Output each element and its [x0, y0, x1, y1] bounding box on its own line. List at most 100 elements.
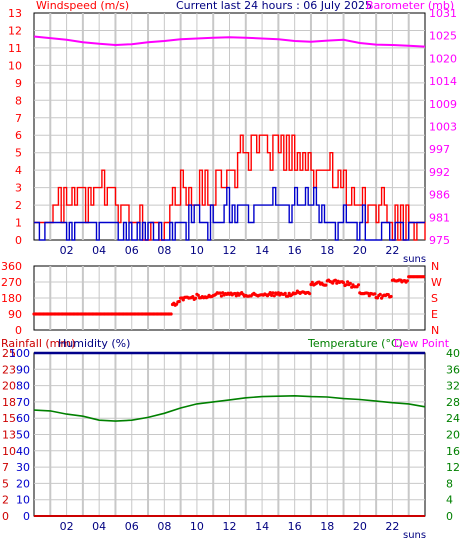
temperature-tick-label: 28: [446, 396, 460, 409]
temperature-series: [33, 351, 426, 517]
direction-point: [191, 295, 195, 299]
barometer-tick-label: 1020: [429, 52, 457, 65]
direction-compass-label: N: [431, 260, 439, 273]
humidity-tick-label: 100: [9, 347, 30, 360]
direction-point: [268, 291, 272, 295]
x-tick-label: 06: [125, 520, 139, 533]
direction-point: [233, 291, 237, 296]
direction-point: [389, 294, 393, 299]
windspeed-tick-label: 0: [15, 234, 22, 247]
chart-period-title: Current last 24 hours : 06 July 2025: [176, 0, 372, 12]
x-tick-label: 12: [223, 244, 237, 257]
direction-degree-label: 360: [1, 260, 22, 273]
windspeed-tick-label: 11: [8, 42, 22, 55]
temperature-tick-label: 24: [446, 412, 460, 425]
x-tick-label: 12: [223, 520, 237, 533]
rainfall-tick-label: 18: [2, 396, 16, 409]
direction-point: [324, 283, 328, 287]
temperature-line: [33, 394, 426, 422]
barometer-tick-label: 1003: [429, 121, 457, 134]
direction-point: [234, 294, 238, 298]
direction-point: [375, 296, 380, 300]
direction-point: [177, 299, 181, 304]
x-tick-label: 20: [353, 244, 367, 257]
direction-degree-label: 270: [1, 276, 22, 289]
x-tick-label: 04: [92, 244, 106, 257]
humidity-tick-label: 20: [16, 477, 30, 490]
humidity-tick-label: 10: [16, 494, 30, 507]
direction-point: [341, 281, 346, 285]
direction-degree-label: 90: [8, 308, 22, 321]
wind-gust-line: [34, 134, 426, 241]
direction-series: [32, 275, 426, 316]
direction-point: [405, 279, 409, 283]
temperature-panel-x-axis: 02 04 06 08 10 12 14 16 18 20 22: [60, 520, 400, 533]
barometer-tick-label: 981: [429, 211, 450, 224]
windspeed-tick-label: 2: [15, 199, 22, 212]
temperature-tick-label: 8: [446, 477, 453, 490]
humidity-tick-label: 30: [16, 461, 30, 474]
direction-degree-axis: 0 90 180 270 360: [1, 260, 22, 337]
wind-series: [33, 35, 426, 241]
x-tick-label: 18: [320, 520, 334, 533]
humidity-header: Humidity (%): [58, 337, 130, 350]
wind-panel-x-axis: 02 04 06 08 10 12 14 16 18 20 22: [60, 244, 400, 257]
windspeed-tick-label: 7: [15, 112, 22, 125]
rainfall-header: Rainfall (mm): [1, 337, 75, 350]
dewpoint-header: Dew Point: [394, 337, 450, 350]
suns-label-top: suns: [403, 254, 426, 265]
windspeed-tick-label: 1: [15, 217, 22, 230]
rainfall-tick-label: 7: [2, 461, 9, 474]
x-tick-label: 08: [157, 520, 171, 533]
direction-point: [181, 298, 185, 302]
humidity-axis: 0 10 20 30 40 50 60 70 80 90 100: [9, 347, 30, 523]
temperature-tick-label: 0: [446, 510, 453, 523]
windspeed-tick-label: 3: [15, 182, 22, 195]
direction-degree-label: 0: [15, 324, 22, 337]
x-tick-label: 16: [288, 520, 302, 533]
humidity-tick-label: 70: [16, 396, 30, 409]
windspeed-tick-label: 5: [15, 147, 22, 160]
rainfall-tick-label: 10: [2, 445, 16, 458]
x-tick-label: 20: [353, 520, 367, 533]
x-tick-label: 10: [190, 244, 204, 257]
direction-point: [373, 292, 377, 296]
rainfall-tick-label: 23: [2, 363, 16, 376]
humidity-tick-label: 80: [16, 380, 30, 393]
rainfall-tick-label: 13: [2, 429, 16, 442]
direction-point: [194, 296, 198, 300]
humidity-tick-label: 40: [16, 445, 30, 458]
humidity-tick-label: 60: [16, 412, 30, 425]
barometer-tick-label: 986: [429, 189, 450, 202]
x-tick-label: 22: [385, 244, 399, 257]
direction-point: [270, 293, 274, 297]
direction-point: [219, 294, 223, 298]
direction-compass-label: S: [431, 292, 438, 305]
windspeed-tick-label: 9: [15, 77, 22, 90]
temperature-tick-label: 32: [446, 380, 460, 393]
x-tick-label: 14: [255, 244, 269, 257]
direction-point: [272, 294, 276, 298]
windspeed-tick-label: 12: [8, 24, 22, 37]
direction-point: [218, 291, 222, 295]
direction-point: [221, 291, 225, 295]
direction-point: [283, 291, 287, 295]
rainfall-tick-label: 0: [2, 510, 9, 523]
rainfall-tick-label: 25: [2, 347, 16, 360]
x-tick-label: 02: [60, 520, 74, 533]
temperature-tick-label: 20: [446, 429, 460, 442]
direction-compass-label: E: [431, 308, 438, 321]
barometer-tick-label: 1031: [429, 7, 457, 20]
barometer-tick-label: 992: [429, 166, 450, 179]
direction-point: [344, 283, 348, 287]
suns-label-bottom: suns: [403, 530, 426, 541]
direction-panel-grid: [34, 266, 425, 330]
barometer-header: Barometer (mb): [366, 0, 454, 12]
direction-point: [366, 291, 370, 295]
